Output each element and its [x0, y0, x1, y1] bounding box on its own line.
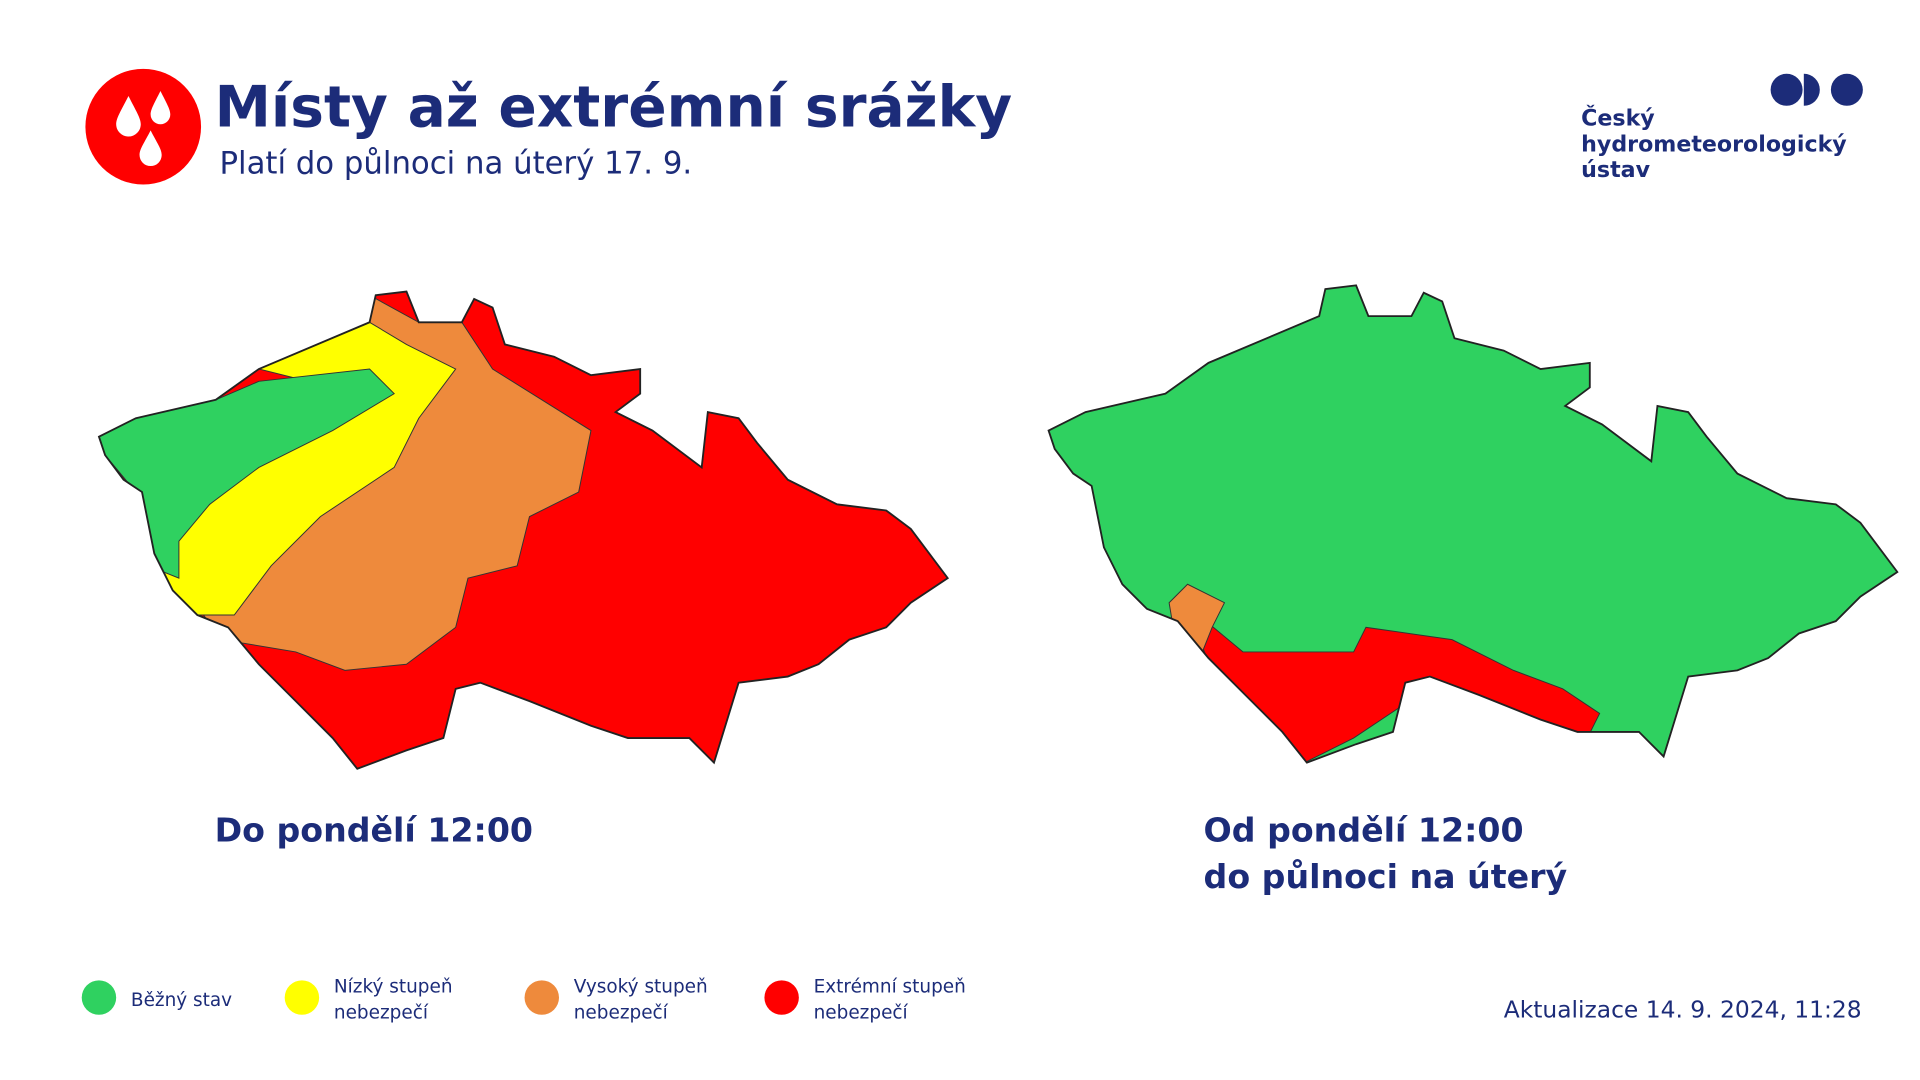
legend-swatch — [81, 980, 117, 1015]
text-line: nebezpečí — [574, 1002, 669, 1023]
logo: Český hydrometeorologický ústav — [1581, 73, 1863, 183]
title: Místy až extrémní srážky — [215, 75, 1013, 141]
legend-label: Běžný stav — [131, 990, 232, 1011]
logo-text: Český hydrometeorologický ústav — [1581, 103, 1847, 183]
text-line: Od pondělí 12:00 — [1204, 810, 1524, 849]
text-line: Vysoký stupeň — [574, 977, 708, 998]
legend-label: Nízký stupeň nebezpečí — [334, 977, 453, 1024]
update-date: Aktualizace 14. 9. 2024, 11:28 — [1504, 995, 1862, 1023]
legend-label: Vysoký stupeň nebezpečí — [574, 977, 708, 1024]
text-line: do půlnoci na úterý — [1204, 857, 1568, 896]
text-line: ústav — [1581, 157, 1650, 183]
subtitle: Platí do půlnoci na úterý 17. 9. — [219, 145, 692, 181]
rain-icon — [85, 68, 202, 185]
map-caption: Od pondělí 12:00 do půlnoci na úterý — [1204, 810, 1568, 896]
legend-swatch — [764, 980, 799, 1015]
text-line: Český — [1581, 103, 1655, 131]
map-right: Od pondělí 12:00 do půlnoci na úterý — [1047, 284, 1899, 896]
text-line: Do pondělí 12:00 — [215, 810, 533, 849]
map-left: Do pondělí 12:00 — [98, 290, 949, 849]
text-line: Běžný stav — [131, 990, 232, 1011]
legend-swatch — [284, 980, 320, 1015]
legend-label: Extrémní stupeň nebezpečí — [814, 977, 966, 1024]
text-line: nebezpečí — [334, 1002, 429, 1023]
map-caption: Do pondělí 12:00 — [215, 810, 533, 849]
text-line: Nízký stupeň — [334, 977, 453, 998]
text-line: hydrometeorologický — [1581, 131, 1847, 157]
legend-swatch — [524, 980, 559, 1015]
text-line: Extrémní stupeň — [814, 977, 966, 998]
text-line: nebezpečí — [814, 1002, 909, 1023]
